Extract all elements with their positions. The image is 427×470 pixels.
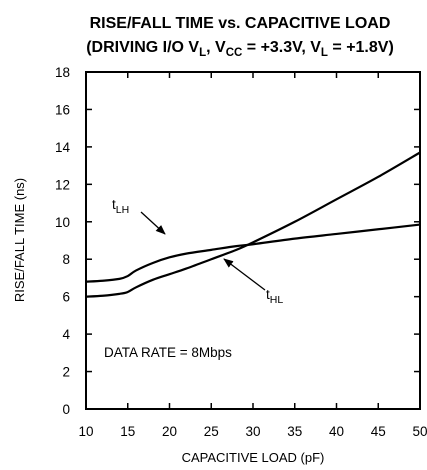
data-rate-annotation: DATA RATE = 8Mbps <box>104 345 232 360</box>
series-label-thl: tHL <box>266 287 283 306</box>
x-tick-label: 35 <box>287 424 302 439</box>
y-tick-label: 2 <box>62 365 70 380</box>
x-tick-label: 25 <box>204 424 219 439</box>
x-tick-label: 30 <box>245 424 260 439</box>
chart-title-line2: (DRIVING I/O VL, VCC = +3.3V, VL = +1.8V… <box>86 39 394 59</box>
y-tick-labels: 0 2 4 6 8 10 12 14 16 18 <box>55 65 71 417</box>
x-tick-label: 45 <box>371 424 386 439</box>
y-tick-label: 18 <box>55 65 70 80</box>
y-tick-label: 14 <box>55 140 71 155</box>
x-tick-label: 50 <box>412 424 427 439</box>
x-tick-label: 40 <box>329 424 344 439</box>
leader-arrow-thl <box>223 258 266 291</box>
series-line-tlh <box>85 223 421 283</box>
chart-title-line1: RISE/FALL TIME vs. CAPACITIVE LOAD <box>90 15 391 32</box>
y-tick-label: 0 <box>62 402 70 417</box>
x-tick-label: 15 <box>120 424 135 439</box>
series-label-tlh: tLH <box>112 197 129 216</box>
y-tick-label: 8 <box>62 252 70 267</box>
y-axis-label: RISE/FALL TIME (ns) <box>12 178 27 302</box>
y-tick-label: 10 <box>55 215 70 230</box>
y-tick-label: 4 <box>62 327 70 342</box>
y-tick-label: 12 <box>55 177 70 192</box>
tick-marks <box>86 72 420 409</box>
x-tick-labels: 10 15 20 25 30 35 40 45 50 <box>78 424 427 439</box>
x-tick-label: 20 <box>162 424 177 439</box>
leader-arrow-tlh <box>140 211 166 235</box>
x-tick-label: 10 <box>78 424 93 439</box>
y-tick-label: 6 <box>62 290 70 305</box>
y-tick-label: 16 <box>55 102 70 117</box>
x-axis-label: CAPACITIVE LOAD (pF) <box>182 450 325 465</box>
series-lines <box>85 151 421 298</box>
series-line-thl <box>85 151 421 298</box>
